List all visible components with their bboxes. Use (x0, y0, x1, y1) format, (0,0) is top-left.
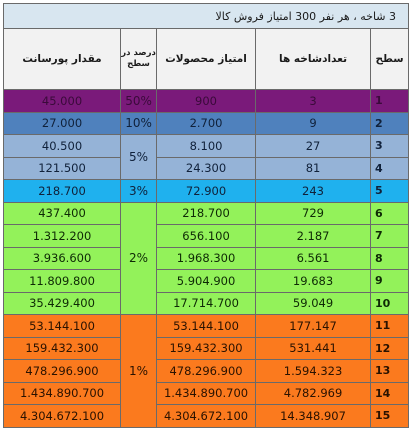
row-level: 4 (370, 156, 410, 180)
row-commission: 35.429.400 (2, 291, 122, 315)
table-row: 2 9 2.700 10% 27.000 (2, 111, 410, 135)
table-row: 12 531.441 159.432.300 159.432.300 (2, 336, 410, 360)
header-level: سطح (370, 28, 410, 90)
row-commission: 1.434.890.700 (2, 381, 122, 405)
row-points: 53.144.100 (156, 314, 257, 338)
row-commission: 121.500 (2, 156, 122, 180)
row-commission: 53.144.100 (2, 314, 122, 338)
table-row: 9 19.683 5.904.900 11.809.800 (2, 269, 410, 293)
row-points: 218.700 (156, 201, 257, 225)
row-branches: 531.441 (255, 336, 372, 360)
header-percent-label: درصد در سطح (121, 48, 156, 69)
table-row: 10 59.049 17.714.700 35.429.400 (2, 291, 410, 315)
row-points: 1.434.890.700 (156, 381, 257, 405)
table-row: 1 3 900 50% 45.000 (2, 89, 410, 113)
row-level: 2 (370, 111, 410, 135)
row-level: 7 (370, 224, 410, 248)
row-commission: 45.000 (2, 89, 122, 113)
row-branches: 9 (255, 111, 372, 135)
row-points: 159.432.300 (156, 336, 257, 360)
row-commission: 218.700 (2, 179, 122, 203)
row-branches: 19.683 (255, 269, 372, 293)
row-points: 478.296.900 (156, 359, 257, 383)
row-branches: 729 (255, 201, 372, 225)
row-commission: 11.809.800 (2, 269, 122, 293)
row-level: 5 (370, 179, 410, 203)
row-branches: 3 (255, 89, 372, 113)
row-percent: 2% (120, 201, 158, 315)
row-branches: 27 (255, 134, 372, 158)
row-level: 12 (370, 336, 410, 360)
row-level: 14 (370, 381, 410, 405)
row-level: 6 (370, 201, 410, 225)
row-level: 8 (370, 246, 410, 270)
row-branches: 81 (255, 156, 372, 180)
row-points: 656.100 (156, 224, 257, 248)
row-branches: 2.187 (255, 224, 372, 248)
row-level: 3 (370, 134, 410, 158)
row-branches: 4.782.969 (255, 381, 372, 405)
table-row: 14 4.782.969 1.434.890.700 1.434.890.700 (2, 381, 410, 405)
row-level: 1 (370, 89, 410, 113)
row-commission: 1.312.200 (2, 224, 122, 248)
row-points: 8.100 (156, 134, 257, 158)
table-row: 13 1.594.323 478.296.900 478.296.900 (2, 359, 410, 383)
row-level: 11 (370, 314, 410, 338)
row-branches: 177.147 (255, 314, 372, 338)
table-row: 6 729 218.700 2% 437.400 (2, 201, 410, 315)
row-level: 9 (370, 269, 410, 293)
row-commission: 437.400 (2, 201, 122, 225)
row-branches: 1.594.323 (255, 359, 372, 383)
table-row: 5 243 72.900 3% 218.700 (2, 179, 410, 203)
row-points: 900 (156, 89, 257, 113)
row-percent: 5% (120, 134, 158, 180)
header-branches: تعدادشاخه ها (255, 28, 372, 90)
row-commission: 40.500 (2, 134, 122, 158)
row-commission: 159.432.300 (2, 336, 122, 360)
row-points: 1.968.300 (156, 246, 257, 270)
row-level: 13 (370, 359, 410, 383)
row-points: 5.904.900 (156, 269, 257, 293)
row-points: 24.300 (156, 156, 257, 180)
commission-table: 3 شاخه ، هر نفر 300 امتیاز فروش کالا سطح… (2, 3, 410, 428)
row-points: 72.900 (156, 179, 257, 203)
row-percent: 10% (120, 111, 158, 135)
header-commission: مقدار پورسانت (2, 28, 122, 90)
row-points: 2.700 (156, 111, 257, 135)
row-level: 10 (370, 291, 410, 315)
header-points: امتیاز محصولات (156, 28, 257, 90)
row-branches: 6.561 (255, 246, 372, 270)
row-percent: 50% (120, 89, 158, 113)
row-points: 17.714.700 (156, 291, 257, 315)
table-row: 3 27 8.100 5% 40.500 (2, 134, 410, 180)
row-percent: 3% (120, 179, 158, 203)
row-percent: 1% (120, 314, 158, 428)
row-branches: 59.049 (255, 291, 372, 315)
table-row: 7 2.187 656.100 1.312.200 (2, 224, 410, 248)
table-title: 3 شاخه ، هر نفر 300 امتیاز فروش کالا (2, 3, 410, 29)
row-commission: 3.936.600 (2, 246, 122, 270)
commission-table-container: 3 شاخه ، هر نفر 300 امتیاز فروش کالا سطح… (2, 3, 410, 428)
table-row: 11 177.147 53.144.100 1% 53.144.100 (2, 314, 410, 428)
row-branches: 243 (255, 179, 372, 203)
table-row: 8 6.561 1.968.300 3.936.600 (2, 246, 410, 270)
table-row: 4 81 24.300 121.500 (2, 156, 410, 180)
header-percent: درصد در سطح (120, 28, 158, 90)
row-commission: 27.000 (2, 111, 122, 135)
row-commission: 478.296.900 (2, 359, 122, 383)
